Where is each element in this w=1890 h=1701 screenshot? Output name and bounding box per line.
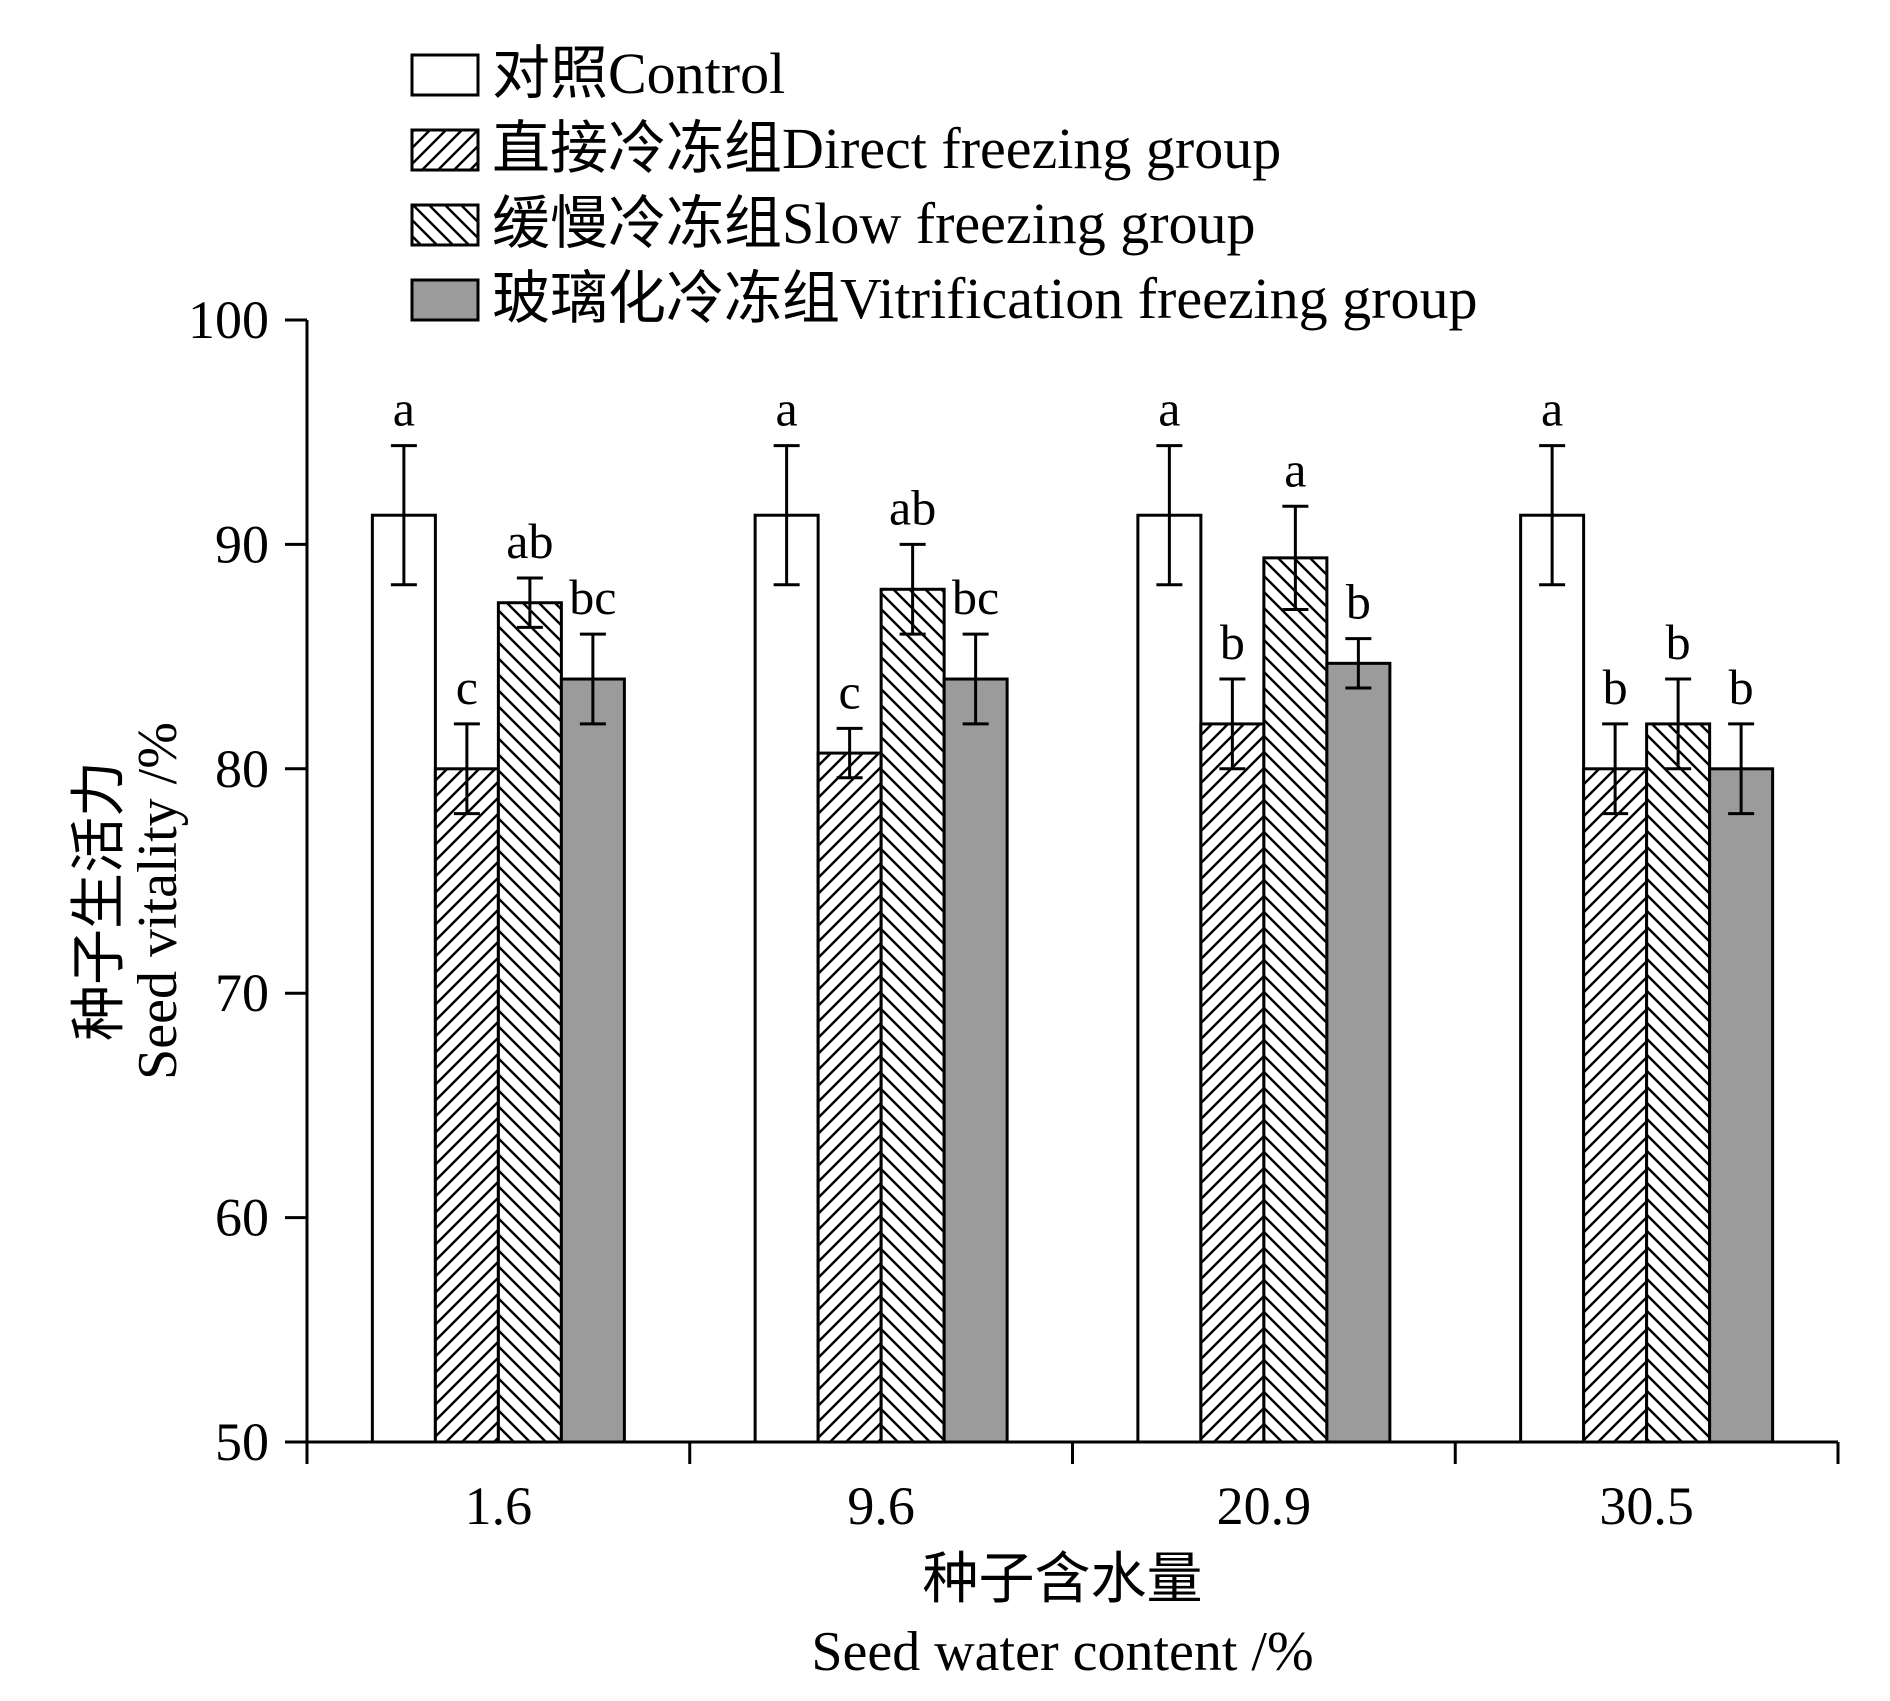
bar-3-30.5	[1645, 722, 1712, 1444]
y-tick-label-80: 80	[215, 739, 269, 799]
bar-3-9.6	[879, 587, 946, 1444]
x-tick-label-20.9: 20.9	[1217, 1476, 1312, 1536]
y-axis-title-en: Seed vitality /%	[127, 722, 189, 1080]
sig-letter-2-9.6: c	[839, 663, 861, 719]
x-tick-label-1.6: 1.6	[465, 1476, 533, 1536]
bar-1-9.6	[753, 513, 820, 1444]
bar-1-30.5	[1519, 513, 1586, 1444]
legend-swatch-2	[410, 128, 480, 172]
y-tick-label-50: 50	[215, 1412, 269, 1472]
bar-4-1.6	[559, 677, 626, 1444]
bar-2-30.5	[1582, 767, 1649, 1444]
sig-letter-4-30.5: b	[1729, 659, 1754, 715]
sig-letter-4-20.9: b	[1346, 574, 1371, 630]
sig-letter-2-1.6: c	[456, 659, 478, 715]
bar-3-1.6	[496, 601, 563, 1444]
y-axis-title-cn: 种子生活力	[69, 761, 131, 1041]
bar-2-9.6	[816, 751, 883, 1444]
sig-letter-4-9.6: bc	[952, 569, 999, 625]
legend-label-4: 玻璃化冷冻组Vitrification freezing group	[492, 266, 1478, 331]
sig-letter-4-1.6: bc	[569, 569, 616, 625]
bar-2-20.9	[1199, 722, 1266, 1444]
legend-label-2: 直接冷冻组Direct freezing group	[492, 116, 1281, 181]
sig-letter-3-30.5: b	[1666, 614, 1691, 670]
bar-4-20.9	[1325, 661, 1392, 1444]
x-tick-label-9.6: 9.6	[847, 1476, 915, 1536]
sig-letter-3-20.9: a	[1284, 441, 1306, 497]
legend-label-3: 缓慢冷冻组Slow freezing group	[492, 191, 1256, 256]
x-tick-label-30.5: 30.5	[1599, 1476, 1694, 1536]
legend-swatch-1	[410, 53, 480, 97]
legend: 对照Control 直接冷冻组Direct freezing group 缓慢冷冻组…	[410, 41, 1478, 331]
x-axis-title-cn: 种子含水量	[923, 1549, 1203, 1611]
legend-label-1: 对照Control	[492, 41, 785, 106]
x-axis-title-en: Seed water content /%	[811, 1621, 1313, 1683]
bar-4-9.6	[942, 677, 1009, 1444]
bar-1-20.9	[1136, 513, 1203, 1444]
bar-3-20.9	[1262, 556, 1329, 1444]
y-axis-title-cn-group: 种子生活力	[69, 761, 131, 1041]
y-axis-title-en-group: Seed vitality /%	[127, 722, 189, 1080]
sig-letter-1-9.6: a	[776, 381, 798, 437]
y-tick-label-70: 70	[215, 963, 269, 1023]
legend-swatch-3	[410, 203, 480, 247]
sig-letter-3-9.6: ab	[889, 479, 936, 535]
sig-letter-1-30.5: a	[1541, 381, 1563, 437]
sig-letter-2-30.5: b	[1603, 659, 1628, 715]
legend-swatch-4	[410, 278, 480, 322]
y-tick-label-60: 60	[215, 1188, 269, 1248]
plot-layer: acabbc1.6acabbc9.6abab20.9abbb30.5506070…	[188, 290, 1840, 1536]
sig-letter-1-20.9: a	[1158, 381, 1180, 437]
bar-2-1.6	[433, 767, 500, 1444]
sig-letter-3-1.6: ab	[506, 513, 553, 569]
sig-letter-1-1.6: a	[393, 381, 415, 437]
y-tick-label-90: 90	[215, 514, 269, 574]
bar-1-1.6	[370, 513, 437, 1444]
y-tick-label-100: 100	[188, 290, 269, 350]
sig-letter-2-20.9: b	[1220, 614, 1245, 670]
bar-4-30.5	[1708, 767, 1775, 1444]
